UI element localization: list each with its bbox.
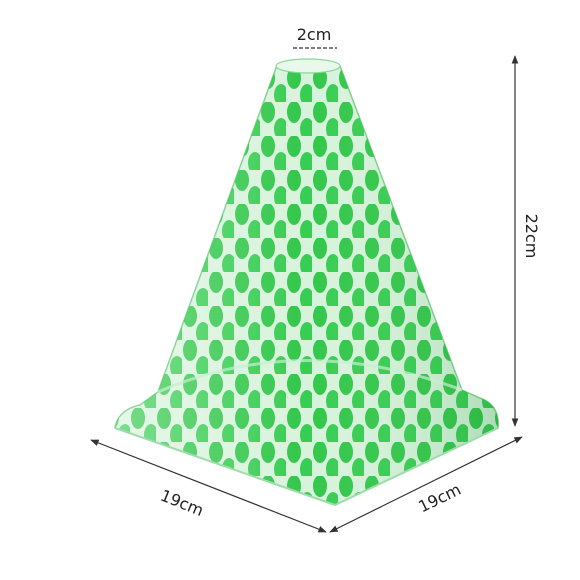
base-left-line [90, 439, 327, 533]
base-left-label: 19cm [158, 486, 207, 520]
dimension-lines [90, 47, 523, 533]
top-width-label: 2cm [297, 25, 332, 44]
cone [114, 58, 499, 507]
height-label: 22cm [522, 214, 541, 259]
base-right-line [329, 436, 523, 533]
base-right-label: 19cm [415, 480, 464, 517]
